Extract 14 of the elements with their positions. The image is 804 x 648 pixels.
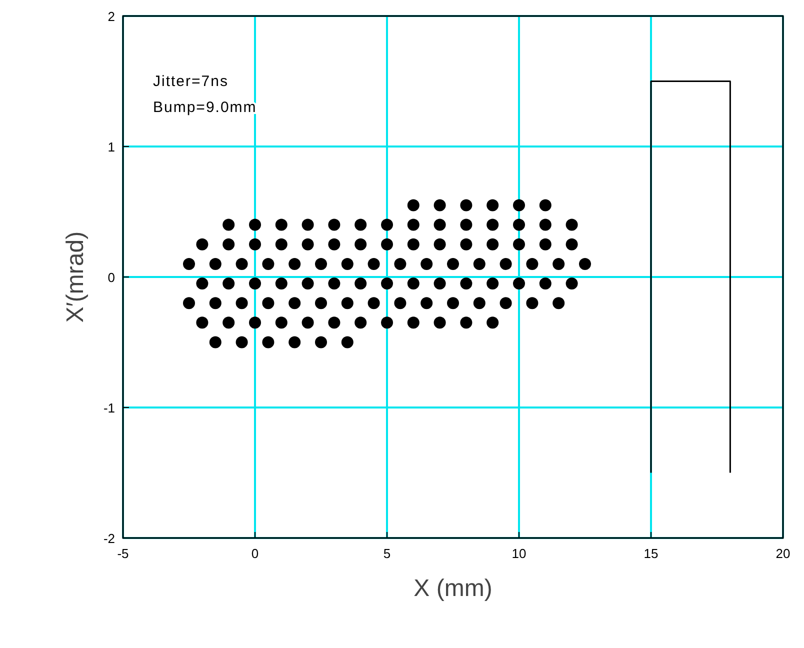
x-tick-label: 15 [644, 546, 658, 561]
x-tick-label: 5 [383, 546, 391, 561]
y-tick-label: -1 [103, 400, 115, 416]
annotation: Jitter=7ns [153, 73, 228, 90]
y-tick-label: 2 [108, 9, 115, 24]
x-axis-title: X (mm) [414, 575, 492, 602]
x-tick-label: 20 [776, 546, 790, 561]
x-tick-label: -5 [117, 546, 129, 561]
y-tick-label: -2 [103, 531, 115, 546]
x-tick-label: 10 [512, 546, 526, 561]
x-tick-label: 0 [251, 546, 259, 561]
y-tick-label: 1 [108, 140, 115, 154]
y-tick-label: 0 [108, 270, 115, 285]
y-axis-title: X′(mrad) [62, 231, 89, 323]
